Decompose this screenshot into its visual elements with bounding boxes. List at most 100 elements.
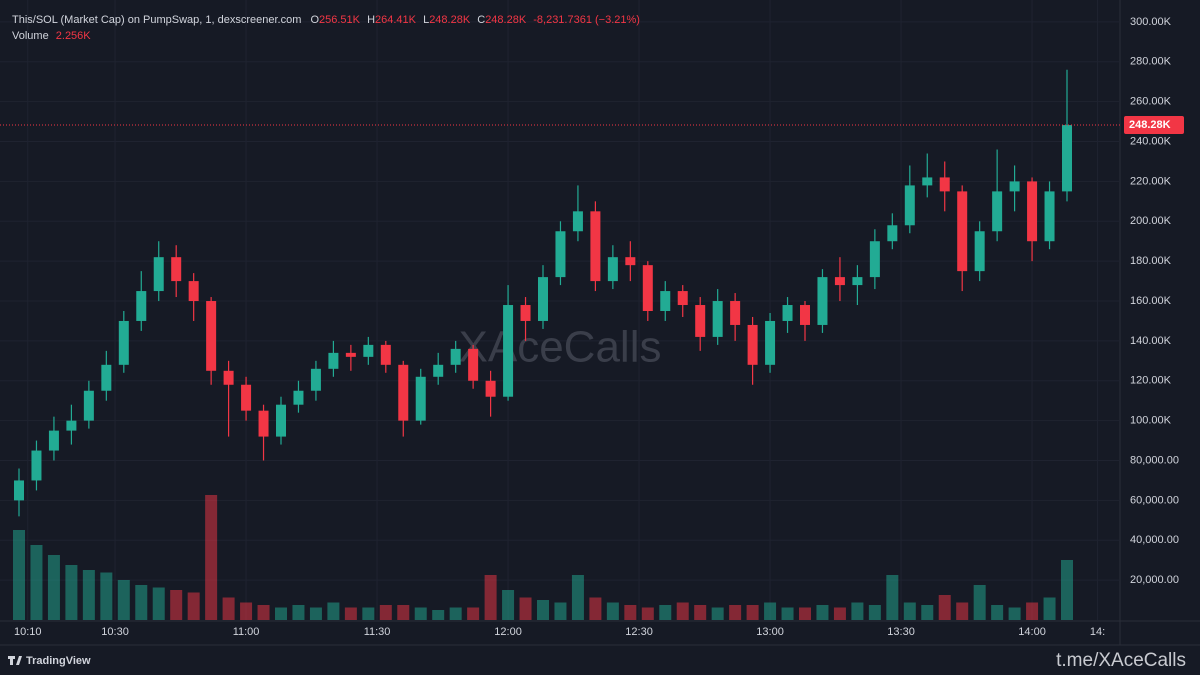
candle-body [695, 305, 706, 337]
volume-bar [746, 605, 759, 620]
volume-bar [641, 607, 654, 620]
candle-body [572, 211, 583, 232]
grid [0, 0, 1120, 620]
volume-bar [205, 495, 218, 620]
volume-bar [117, 580, 130, 620]
candle-body [503, 305, 514, 397]
candle-body [153, 257, 164, 292]
candle-body [118, 320, 129, 365]
volume-bar [676, 602, 689, 620]
candle-body [310, 368, 321, 391]
last-price-box [1124, 116, 1184, 135]
volume-bar [240, 602, 253, 620]
volume-bar [152, 587, 165, 620]
volume-bar [65, 565, 78, 620]
volume-bar [30, 545, 43, 620]
last-price-label: 248.28K [1129, 119, 1171, 131]
y-tick-label: 240.00K [1130, 135, 1172, 147]
volume-bar [729, 605, 742, 620]
y-tick-label: 200.00K [1130, 215, 1172, 227]
y-tick-label: 180.00K [1130, 255, 1172, 267]
volume-bar [886, 575, 899, 620]
volume-bar [694, 605, 707, 620]
candle-body [642, 265, 653, 311]
candle-body [747, 324, 758, 365]
x-tick-label: 13:30 [887, 626, 915, 638]
volume-bar [1026, 602, 1039, 620]
y-tick-label: 300.00K [1130, 16, 1172, 28]
volume-bar [327, 602, 340, 620]
logo-part [10, 656, 13, 665]
y-tick-label: 260.00K [1130, 96, 1172, 108]
logo-part [16, 656, 22, 665]
volume-bar [554, 602, 567, 620]
x-tick-label: 10:30 [101, 626, 129, 638]
ohlc-value: 248.28K [485, 14, 527, 26]
candle-body [66, 420, 77, 431]
candle-body [485, 380, 496, 397]
y-tick-label: 100.00K [1130, 415, 1172, 427]
candle-body [380, 344, 391, 365]
y-tick-label: 60,000.00 [1130, 494, 1179, 506]
x-tick-label: 13:00 [756, 626, 784, 638]
volume-bar [589, 597, 602, 620]
volume-bar [82, 570, 95, 620]
candle-body [1027, 181, 1038, 242]
volume-bar [659, 605, 672, 620]
candle-body [590, 211, 601, 282]
ohlc-value: 256.51K [319, 14, 361, 26]
x-tick-label: 14: [1090, 626, 1105, 638]
title: This/SOL (Market Cap) on PumpSwap, 1, de… [12, 14, 301, 26]
candle-body [136, 291, 147, 321]
candle-body [450, 348, 461, 365]
volume-value: 2.256K [56, 30, 92, 42]
watermark: XAceCalls [459, 323, 662, 372]
candle-body [800, 305, 810, 325]
candle-body [363, 344, 374, 357]
volume-bar [467, 607, 480, 620]
volume-bar [1061, 560, 1073, 620]
volume-bar [711, 607, 724, 620]
footer-text: t.me/XAceCalls [1056, 650, 1186, 671]
volume-bar [13, 530, 25, 620]
candle-body [904, 185, 915, 226]
candle-body [555, 231, 566, 278]
plot [13, 69, 1073, 620]
volume-bar [799, 607, 811, 620]
candle-body [328, 352, 339, 369]
x-tick-label: 14:00 [1018, 626, 1046, 638]
candle-body [48, 430, 59, 451]
brand: TradingView [26, 655, 91, 667]
y-tick-label: 220.00K [1130, 175, 1172, 187]
candle-body [538, 277, 548, 321]
volume-bar [362, 607, 375, 620]
candle-body [1009, 181, 1020, 192]
x-tick-label: 11:30 [364, 626, 391, 638]
change: -8,231.7361 (−3.21%) [533, 14, 640, 26]
ohlc-key: H [367, 14, 375, 26]
ohlc-value: 264.41K [375, 14, 417, 26]
candle-body [869, 241, 880, 278]
volume-bar [537, 600, 549, 620]
volume-bar [851, 602, 864, 620]
candle-body [14, 480, 24, 501]
candle-body [817, 277, 828, 325]
volume-bar [449, 607, 462, 620]
volume-bar [956, 602, 969, 620]
volume-legend: Volume 2.256K [12, 30, 91, 42]
volume-bar [187, 592, 200, 620]
candle-body [241, 384, 252, 411]
volume-bar [379, 605, 392, 620]
candle-body [660, 291, 671, 311]
y-tick-label: 120.00K [1130, 375, 1172, 387]
x-tick-label: 12:00 [494, 626, 522, 638]
candle-body [992, 191, 1003, 232]
volume-key: Volume [12, 30, 49, 42]
footer-bar [0, 645, 1200, 675]
y-tick-label: 280.00K [1130, 56, 1172, 68]
volume-bar [292, 605, 305, 620]
candle-body [83, 390, 94, 421]
volume-bar [414, 607, 427, 620]
volume-bar [275, 607, 287, 620]
